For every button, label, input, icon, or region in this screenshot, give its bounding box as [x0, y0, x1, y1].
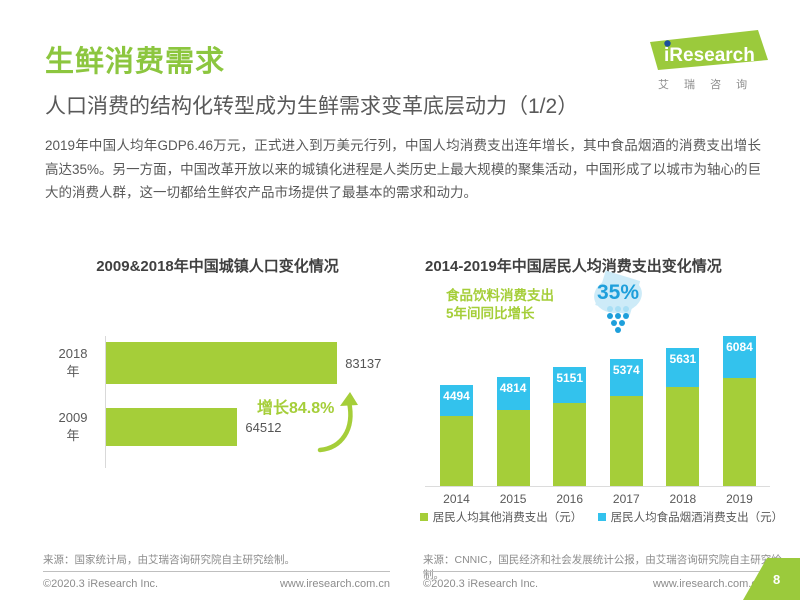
bar-slot: 4494 2014: [440, 385, 473, 506]
bar-slot: 5631 2018: [666, 347, 700, 506]
food-expense-segment: 5151: [553, 366, 587, 403]
page-number: 8: [773, 572, 780, 587]
bar-row: 2009 年 64512: [45, 408, 282, 446]
bar-slot: 5151 2016: [553, 366, 587, 506]
legend-item-other: 居民人均其他消费支出（元）: [420, 509, 583, 525]
bar-value-label: 5374: [612, 362, 640, 377]
food-expense-segment: 6084: [722, 336, 756, 379]
food-growth-annotation-text: 食品饮料消费支出 5年间同比增长: [446, 287, 554, 323]
page-subtitle: 人口消费的结构化转型成为生鲜需求变革底层动力（1/2）: [45, 95, 579, 118]
copyright-left: ©2020.3 iResearch Inc.: [43, 578, 159, 590]
bar-value-label: 64512: [245, 419, 282, 435]
population-bar: [106, 342, 338, 384]
highlight-value: 35%: [596, 281, 640, 304]
legend-swatch-cyan: [597, 513, 606, 521]
consumption-chart-plot: 4494 2014 4814 2015 5151 2016 5374 2017 5631 2018…: [425, 334, 770, 506]
iresearch-logo: iResearch 艾 瑞 咨 询: [650, 30, 768, 91]
x-axis-label: 2014: [443, 492, 470, 506]
footer-left: ©2020.3 iResearch Inc. www.iresearch.com…: [43, 571, 390, 590]
stacked-bar: 5631: [666, 347, 700, 486]
consumption-chart-title: 2014-2019年中国居民人均消费支出变化情况: [425, 258, 722, 275]
website-link-right[interactable]: www.iresearch.com.cn: [652, 578, 763, 590]
bar-value-label: 4814: [499, 380, 527, 395]
x-axis-label: 2015: [499, 492, 527, 506]
website-link-left[interactable]: www.iresearch.com.cn: [279, 578, 390, 590]
copyright-right: ©2020.3 iResearch Inc.: [423, 578, 539, 590]
urban-population-chart: 2009&2018年中国城镇人口变化情况 增长84.8% 2018 年 83137 2…: [45, 255, 390, 485]
food-expense-segment: 5374: [609, 358, 643, 396]
logo-brand-text: iResearch: [664, 45, 755, 66]
body-paragraph: 2019年中国人均年GDP6.46万元，正式进入到万美元行列，中国人均消费支出连…: [45, 138, 761, 201]
consumption-chart: 2014-2019年中国居民人均消费支出变化情况 食品饮料消费支出 5年间同比增…: [420, 255, 784, 535]
population-bar: [106, 408, 238, 446]
legend-label-other: 居民人均其他消费支出（元）: [432, 512, 583, 524]
bar-value-label: 83137: [345, 355, 382, 371]
logo-parallelogram: [650, 30, 768, 70]
bar-value-label: 5631: [669, 351, 697, 366]
food-growth-annotation: 食品饮料消费支出 5年间同比增长 35%: [446, 273, 646, 333]
source-note-left: 来源：国家统计局，由艾瑞咨询研究院自主研究绘制。: [43, 554, 295, 566]
urban-population-chart-title: 2009&2018年中国城镇人口变化情况: [96, 258, 339, 275]
other-expense-segment: [496, 410, 530, 486]
bar-value-label: 4494: [443, 389, 470, 404]
logo-brand-cn: 艾 瑞 咨 询: [658, 77, 753, 91]
other-expense-segment: [722, 378, 756, 486]
page-title: 生鲜消费需求: [45, 46, 226, 78]
y-axis-line: [105, 336, 106, 468]
bar-slot: 4814 2015: [496, 376, 530, 506]
x-axis-label: 2016: [556, 492, 584, 506]
annotation-line-2: 5年间同比增长: [446, 306, 535, 322]
growth-arrow-icon: [317, 392, 358, 453]
legend-label-food: 居民人均食品烟酒消费支出（元）: [610, 512, 784, 524]
x-axis-label: 2019: [726, 492, 753, 506]
source-note-right: 来源：CNNIC，国民经济和社会发展统计公报，由艾瑞咨询研究院自主研究绘制。: [423, 554, 782, 581]
highlight-35-percent: 35%: [590, 273, 646, 333]
stacked-bar: 4814: [496, 376, 530, 486]
corner-green-triangle: [743, 558, 800, 600]
stacked-bar: 5151: [553, 366, 587, 486]
y-axis-label: 2018 年: [58, 345, 88, 379]
urban-population-chart-plot: 增长84.8% 2018 年 83137 2009 年 64512: [45, 336, 390, 468]
stacked-bar: 4494: [440, 385, 473, 486]
footer-right: ©2020.3 iResearch Inc. www.iresearch.com…: [423, 571, 763, 590]
bar-row: 2018 年 83137: [45, 342, 381, 384]
page-corner-decoration: 8: [743, 558, 800, 600]
food-expense-segment: 4814: [496, 376, 530, 411]
stacked-bar: 6084: [722, 336, 756, 486]
stacked-bar: 5374: [609, 358, 643, 486]
growth-annotation: 增长84.8%: [257, 400, 335, 417]
bar-slot: 5374 2017: [609, 358, 643, 506]
chart-legend: 居民人均其他消费支出（元） 居民人均食品烟酒消费支出（元）: [420, 509, 784, 525]
annotation-line-1: 食品饮料消费支出: [446, 288, 554, 303]
bar-slot: 6084 2019: [722, 336, 756, 506]
bar-value-label: 5151: [556, 370, 584, 385]
other-expense-segment: [609, 395, 643, 486]
other-expense-segment: [666, 387, 700, 486]
x-axis-label: 2018: [669, 492, 697, 506]
bar-value-label: 6084: [726, 340, 753, 354]
x-axis-label: 2017: [612, 492, 640, 506]
logo-i-dot-icon: [664, 40, 671, 47]
legend-item-food: 居民人均食品烟酒消费支出（元）: [597, 509, 784, 525]
dots-cluster-icon: [590, 306, 646, 333]
y-axis-label: 2009 年: [58, 409, 88, 443]
food-expense-segment: 5631: [666, 347, 700, 388]
other-expense-segment: [440, 416, 473, 486]
food-expense-segment: 4494: [440, 385, 473, 417]
legend-swatch-green: [420, 513, 428, 521]
other-expense-segment: [553, 402, 587, 486]
